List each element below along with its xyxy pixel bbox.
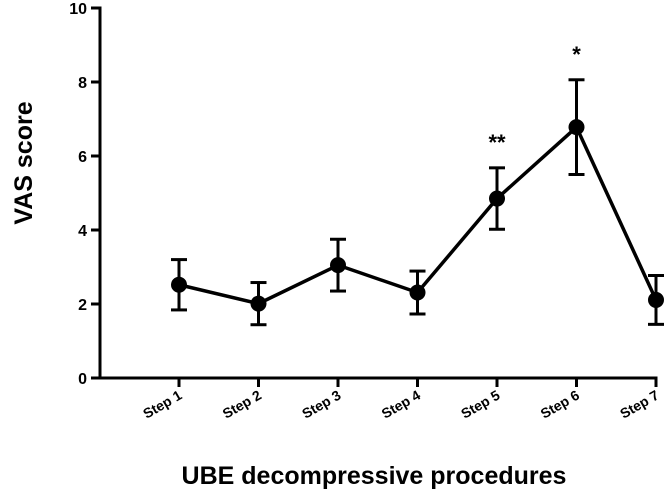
y-tick-label: 2 (78, 297, 87, 314)
data-point (409, 284, 426, 301)
y-tick-label: 6 (78, 149, 87, 166)
x-tick-label: Step 3 (299, 387, 344, 422)
data-point (250, 295, 267, 312)
y-tick-label: 0 (78, 371, 87, 388)
data-point (171, 276, 187, 293)
x-axis-title: UBE decompressive procedures (182, 462, 567, 490)
x-tick-label: Step 4 (379, 387, 424, 422)
significance-annotation: * (572, 42, 581, 67)
chart-marks: *** (171, 42, 664, 327)
x-tick-label: Step 7 (617, 387, 662, 422)
data-point (648, 291, 664, 308)
data-point (489, 190, 505, 207)
x-tick-label: Step 6 (538, 387, 583, 422)
x-tick-label: Step 2 (220, 387, 265, 422)
y-tick-label: 8 (78, 75, 87, 92)
y-tick-label: 10 (69, 1, 87, 18)
data-point (330, 257, 346, 274)
y-axis-title: VAS score (10, 101, 38, 224)
x-tick-label: Step 1 (140, 387, 185, 422)
y-tick-label: 4 (78, 223, 87, 240)
significance-annotation: ** (488, 130, 506, 155)
x-tick-label: Step 5 (458, 387, 503, 422)
data-point (568, 119, 585, 136)
